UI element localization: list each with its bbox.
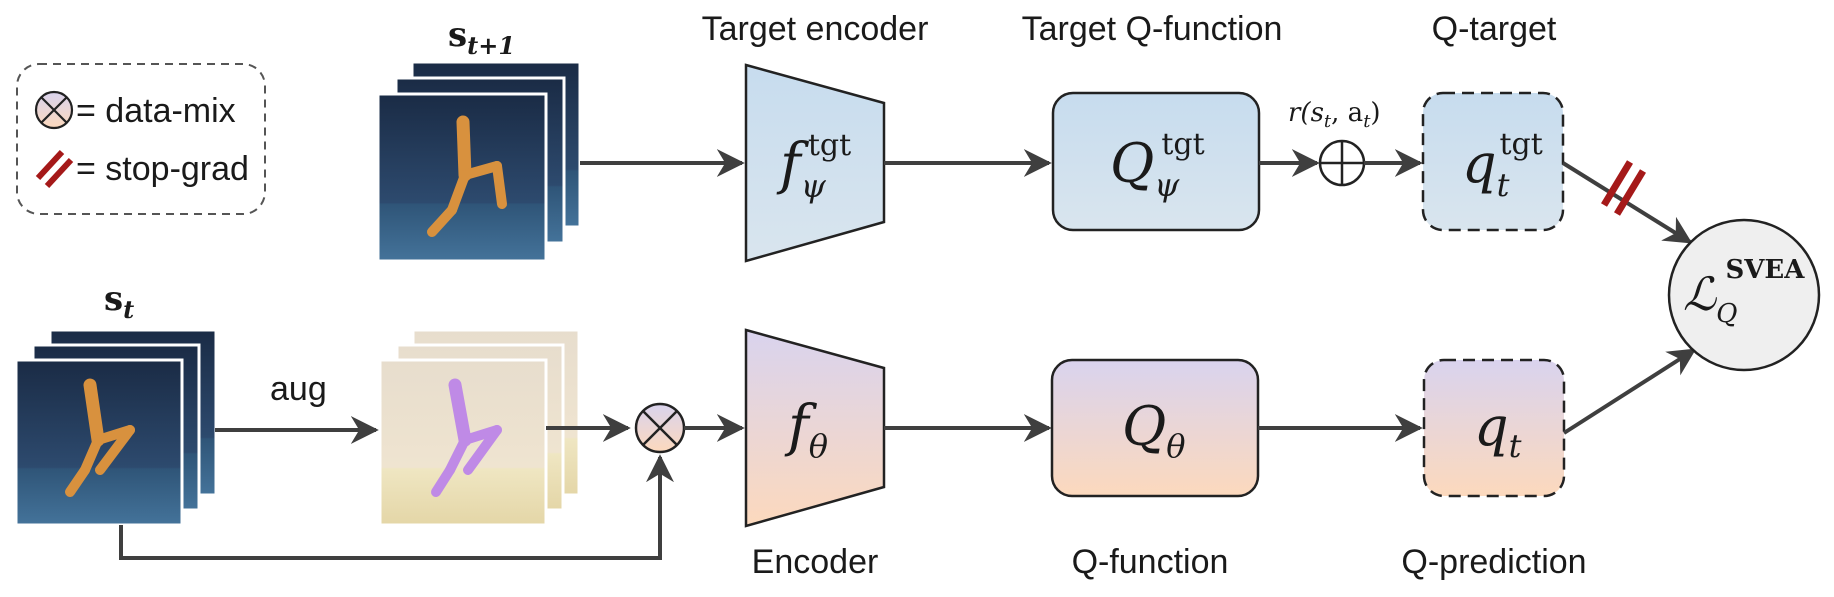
aug-label: aug: [270, 370, 327, 408]
target-encoder-title: Target encoder: [702, 10, 929, 48]
data-mix-icon: [634, 402, 686, 454]
stop-grad-icon: [1601, 160, 1646, 216]
legend-box: [16, 63, 266, 215]
data-mix-icon: [34, 90, 74, 130]
walker-robot-icon: [427, 115, 507, 237]
q-function-title: Q-function: [1072, 543, 1229, 581]
legend: = data-mix = stop-grad: [16, 63, 266, 215]
target-q-function: Target Q-function Qψtgt: [1022, 10, 1283, 232]
frame-stack-next: st+1: [376, 15, 582, 263]
q-prediction-box: [1422, 358, 1566, 498]
target-encoder: Target encoder fψtgt: [702, 10, 929, 263]
target-q-box: [1051, 91, 1261, 232]
walker-robot-icon: [431, 378, 502, 497]
encoder-trapezoid: [744, 328, 886, 528]
q-prediction-title: Q-prediction: [1401, 543, 1586, 581]
state-next-label: st+1: [448, 15, 515, 60]
arrow-state-to-mix: [119, 454, 674, 560]
reward-label: r(st, at): [1288, 98, 1381, 132]
legend-stop-grad-label: = stop-grad: [76, 150, 249, 188]
target-q-symbol: Qψtgt: [1110, 127, 1205, 204]
legend-data-mix-label: = data-mix: [76, 92, 236, 130]
q-prediction: Q-prediction qt: [1401, 358, 1587, 581]
q-target-title: Q-target: [1432, 10, 1557, 48]
q-target: Q-target qttgt: [1421, 10, 1565, 232]
encoder-symbol: fθ: [784, 394, 828, 465]
frame-stack-augmented: [378, 328, 581, 527]
encoder: Encoder fθ: [744, 328, 886, 581]
q-target-box: [1421, 91, 1565, 232]
target-encoder-trapezoid: [744, 63, 886, 263]
frame-stack-current: st: [14, 279, 218, 527]
plus-circle-icon: [1318, 139, 1366, 187]
stop-grad-icon: [35, 149, 74, 189]
state-current-label: st: [104, 279, 134, 324]
loss-symbol: ℒQSVEA: [1683, 255, 1805, 329]
arrow-prediction-to-loss: [1562, 348, 1697, 435]
encoder-title: Encoder: [752, 543, 879, 581]
loss: ℒQSVEA: [1667, 218, 1821, 372]
q-prediction-symbol: qt: [1474, 395, 1522, 465]
q-target-symbol: qttgt: [1462, 127, 1543, 204]
target-q-title: Target Q-function: [1022, 10, 1283, 48]
q-function-symbol: Qθ: [1122, 395, 1186, 465]
q-function: Q-function Qθ: [1050, 358, 1260, 581]
loss-circle: [1667, 218, 1821, 372]
walker-robot-icon: [65, 378, 135, 497]
